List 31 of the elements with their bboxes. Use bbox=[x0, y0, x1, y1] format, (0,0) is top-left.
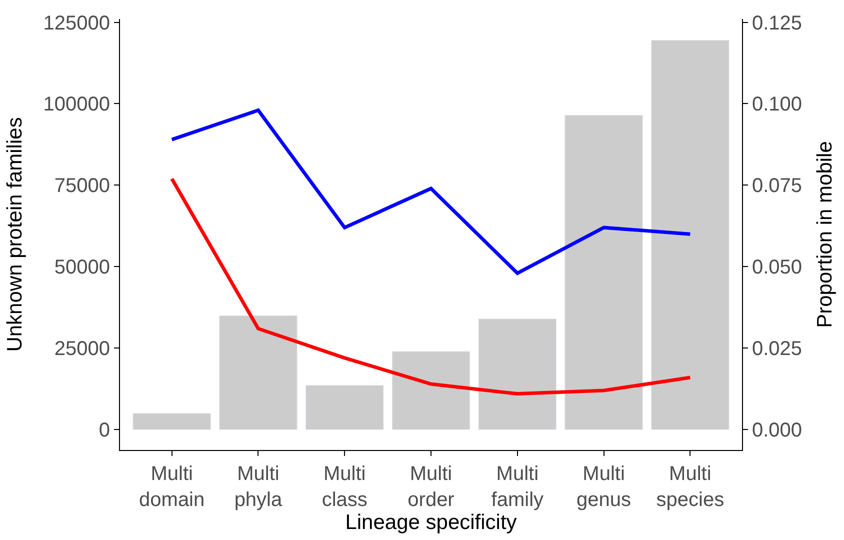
bar bbox=[564, 114, 643, 430]
y-tick-label: 0 bbox=[98, 420, 110, 442]
y2-tick-label: 0.000 bbox=[752, 420, 802, 442]
y-axis-title: Unknown protein families bbox=[3, 117, 26, 352]
x-tick-label: Multi family bbox=[491, 463, 544, 511]
y2-tick-label: 0.100 bbox=[752, 94, 802, 116]
x-tick-label: Multi class bbox=[322, 463, 368, 511]
y-tick-label: 75000 bbox=[54, 175, 110, 198]
y2-tick-label: 0.075 bbox=[752, 175, 802, 198]
y-tick-label: 50000 bbox=[54, 256, 110, 279]
x-axis-title: Lineage specificity bbox=[345, 511, 518, 534]
x-tick-label: Multi domain bbox=[139, 463, 205, 511]
y2-tick-label: 0.125 bbox=[752, 12, 802, 34]
bar bbox=[132, 413, 211, 430]
x-tick-label: Multi order bbox=[408, 463, 455, 511]
bar bbox=[305, 385, 384, 430]
x-tick-label: Multi species bbox=[656, 463, 724, 511]
y2-tick-label: 0.050 bbox=[752, 256, 802, 279]
y-tick-label: 25000 bbox=[54, 338, 110, 360]
bar bbox=[478, 318, 557, 430]
y-tick-label: 100000 bbox=[43, 94, 110, 116]
y2-axis-title: Proportion in mobile bbox=[813, 141, 836, 328]
x-tick-label: Multi phyla bbox=[234, 463, 284, 511]
y-tick-label: 125000 bbox=[43, 12, 110, 34]
line-series bbox=[170, 176, 692, 396]
bar bbox=[392, 351, 470, 430]
bar bbox=[219, 315, 298, 430]
bar bbox=[651, 40, 730, 430]
x-tick-label: Multi genus bbox=[576, 463, 632, 511]
line-series bbox=[170, 108, 692, 275]
y2-tick-label: 0.025 bbox=[752, 338, 802, 360]
